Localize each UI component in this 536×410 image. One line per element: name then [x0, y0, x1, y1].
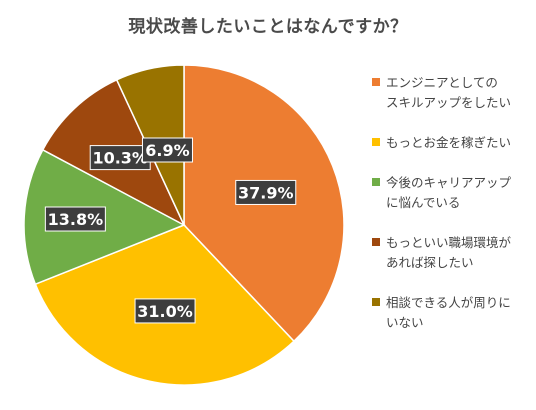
legend: エンジニアとしての スキルアップをしたい もっとお金を稼ぎたい 今後のキャリアア…	[372, 72, 532, 352]
data-label: 10.3%	[89, 145, 151, 171]
chart-title: 現状改善したいことはなんですか？	[128, 17, 408, 37]
data-label-box	[134, 298, 196, 324]
data-label-text: 31.0%	[137, 302, 193, 321]
data-label-text: 37.9%	[238, 183, 294, 202]
legend-item: もっといい職場環境が あれば探したい	[372, 232, 532, 272]
data-label-box	[89, 145, 151, 171]
legend-item: エンジニアとしての スキルアップをしたい	[372, 72, 532, 112]
legend-swatch	[372, 78, 380, 86]
data-label: 37.9%	[235, 179, 297, 205]
legend-label: 相談できる人が周りに いない	[386, 295, 511, 330]
data-label: 31.0%	[134, 298, 196, 324]
data-label-text: 6.9%	[145, 141, 189, 160]
data-label-text: 13.8%	[48, 210, 104, 229]
legend-swatch	[372, 138, 380, 146]
data-label: 6.9%	[141, 137, 193, 163]
legend-swatch	[372, 298, 380, 306]
legend-item: 今後のキャリアアップ に悩んでいる	[372, 172, 532, 212]
data-label-box	[141, 137, 193, 163]
legend-swatch	[372, 178, 380, 186]
legend-label: もっとお金を稼ぎたい	[386, 135, 512, 150]
data-label: 13.8%	[44, 206, 106, 232]
legend-swatch	[372, 238, 380, 246]
legend-label: もっといい職場環境が あれば探したい	[386, 235, 512, 270]
legend-label: 今後のキャリアアップ に悩んでいる	[386, 175, 512, 210]
legend-item: もっとお金を稼ぎたい	[372, 132, 532, 152]
legend-item: 相談できる人が周りに いない	[372, 292, 532, 332]
data-label-text: 10.3%	[92, 149, 148, 168]
legend-label: エンジニアとしての スキルアップをしたい	[386, 75, 512, 110]
data-label-box	[44, 206, 106, 232]
data-label-box	[235, 179, 297, 205]
